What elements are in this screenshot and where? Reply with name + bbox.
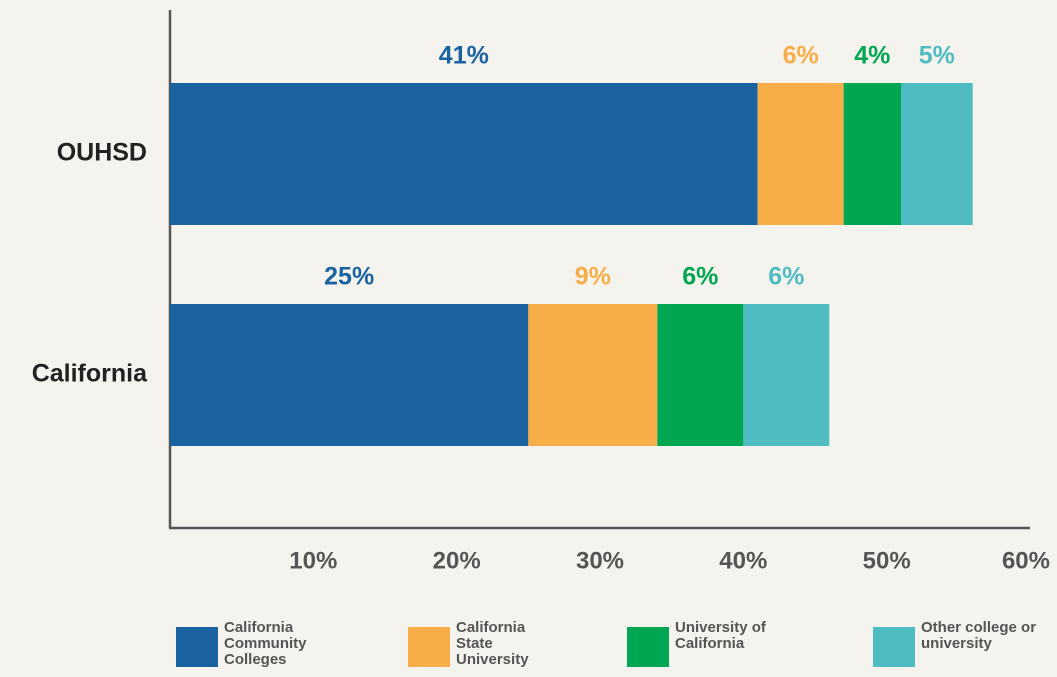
x-tick-label: 30%	[576, 547, 624, 574]
legend-swatch	[873, 627, 915, 667]
x-tick-label: 50%	[863, 547, 911, 574]
legend-label: California State University	[456, 619, 529, 668]
bar-segment	[170, 83, 758, 225]
value-label: 25%	[324, 263, 374, 291]
legend-label: Other college or university	[921, 619, 1037, 652]
value-label: 9%	[575, 263, 611, 291]
bar-segment	[757, 83, 844, 225]
value-label: 4%	[854, 42, 890, 70]
legend-swatch	[176, 627, 218, 667]
legend-swatch	[627, 627, 669, 667]
legend-label: California Community Colleges	[224, 619, 307, 668]
value-label: 6%	[768, 263, 804, 291]
legend-label: University of California	[675, 619, 766, 652]
value-label: 6%	[783, 42, 819, 70]
x-tick-label: 40%	[719, 547, 767, 574]
bar-segment	[901, 83, 973, 225]
value-label: 6%	[682, 263, 718, 291]
category-label: OUHSD	[57, 139, 147, 167]
bar-segment	[528, 304, 658, 446]
bar-segment	[657, 304, 744, 446]
x-tick-label: 10%	[289, 547, 337, 574]
bar-segment	[843, 83, 901, 225]
bar-segment	[743, 304, 830, 446]
value-label: 5%	[919, 42, 955, 70]
x-tick-label: 20%	[433, 547, 481, 574]
category-label: California	[32, 360, 148, 388]
bar-segment	[170, 304, 529, 446]
legend-swatch	[408, 627, 450, 667]
x-tick-label: 60%	[1002, 547, 1050, 574]
chart: 10% 20% 30% 40% 50% 60% OUHSD 41% 6% 4% 5% Californ…	[32, 10, 1050, 574]
value-label: 41%	[439, 42, 489, 70]
